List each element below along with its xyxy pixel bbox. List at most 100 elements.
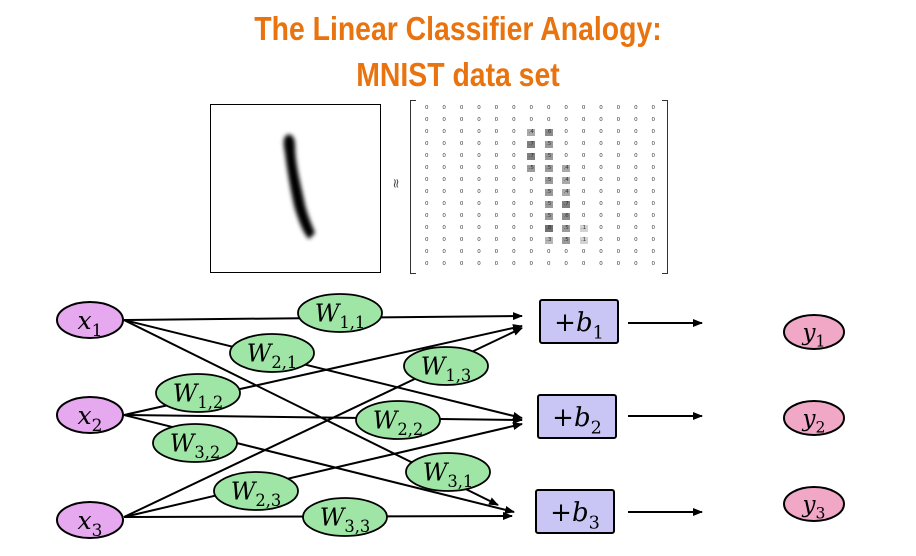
matrix-cell: 0 — [424, 116, 429, 123]
matrix-cell: 0 — [599, 128, 603, 135]
output-label: y1 — [802, 320, 826, 350]
matrix-cell: 0 — [459, 236, 464, 243]
matrix-cell: 0 — [424, 164, 429, 171]
matrix-cell: 0 — [581, 104, 586, 111]
matrix-cell: 0 — [512, 248, 516, 255]
matrix-cell: 0 — [494, 152, 499, 159]
matrix-cell: 0 — [634, 188, 638, 195]
bias-label: +b2 — [552, 403, 602, 438]
matrix-cell: 0 — [424, 224, 429, 231]
matrix-cell: 0 — [459, 116, 464, 123]
matrix-cell: 0 — [424, 140, 429, 147]
matrix-cell: 0 — [512, 200, 516, 207]
matrix-cell: 0 — [599, 104, 603, 111]
matrix-cell: 0 — [616, 140, 621, 147]
matrix-cell: 0 — [599, 164, 603, 171]
matrix-cell: 0 — [442, 164, 446, 171]
matrix-cell: 0 — [424, 260, 429, 267]
matrix-cell: .5 — [562, 236, 571, 244]
weight-node-3-2: W3,2 — [152, 423, 238, 463]
matrix-cell: 0 — [564, 104, 568, 111]
matrix-cell: 0 — [529, 116, 534, 123]
matrix-cell: 0 — [651, 188, 656, 195]
matrix-cell: 0 — [634, 104, 638, 111]
matrix-cell: 0 — [529, 212, 534, 219]
matrix-cell: .5 — [562, 224, 571, 232]
matrix-cell: 0 — [634, 128, 638, 135]
matrix-cell: 0 — [616, 236, 621, 243]
matrix-cell: 0 — [564, 152, 568, 159]
matrix-cell: 0 — [512, 212, 516, 219]
matrix-cell: 0 — [459, 188, 464, 195]
weight-label: W2,3 — [231, 477, 282, 510]
matrix-cell: 0 — [459, 164, 464, 171]
matrix-cell: 0 — [477, 176, 481, 183]
output-node-3: y3 — [783, 486, 845, 522]
matrix-cell: 0 — [651, 116, 656, 123]
matrix-cell: 0 — [651, 236, 656, 243]
input-label: x3 — [78, 506, 103, 541]
matrix-cell: 0 — [529, 248, 534, 255]
matrix-cell: 0 — [634, 116, 638, 123]
matrix-cell: 0 — [634, 212, 638, 219]
weight-node-2-2: W2,2 — [355, 400, 441, 440]
matrix-cell: 0 — [477, 236, 481, 243]
matrix-cell: 0 — [424, 236, 429, 243]
matrix-cell: 0 — [477, 260, 481, 267]
matrix-cell: 0 — [494, 128, 499, 135]
matrix-cell: 0 — [459, 200, 464, 207]
handwritten-one-glyph — [283, 134, 315, 239]
matrix-cell: 0 — [442, 188, 446, 195]
matrix-cell: 0 — [616, 200, 621, 207]
weight-node-2-1: W2,1 — [229, 333, 315, 373]
matrix-cell: 0 — [424, 152, 429, 159]
matrix-cell: 0 — [581, 212, 586, 219]
matrix-cell: 0 — [512, 176, 516, 183]
matrix-cell: 0 — [529, 104, 534, 111]
matrix-cell: 0 — [651, 260, 656, 267]
matrix-cell: 0 — [599, 176, 603, 183]
matrix-cell: 0 — [442, 104, 446, 111]
matrix-cell: 0 — [512, 164, 516, 171]
matrix-cell: 0 — [529, 224, 534, 231]
matrix-cell: 0 — [477, 116, 481, 123]
weight-node-3-3: W3,3 — [302, 497, 388, 537]
matrix-cell: 0 — [529, 176, 534, 183]
matrix-cell: 0 — [459, 152, 464, 159]
matrix-cell: .5 — [544, 176, 553, 184]
matrix-cell: .4 — [527, 128, 536, 136]
matrix-cell: 0 — [616, 116, 621, 123]
matrix-cell: 0 — [634, 236, 638, 243]
bias-box-2: +b2 — [537, 394, 617, 439]
matrix-cell: 0 — [634, 224, 638, 231]
matrix-cell: 0 — [477, 140, 481, 147]
matrix-cell: .5 — [544, 164, 553, 172]
matrix-cell: .7 — [562, 200, 571, 208]
matrix-cell: 0 — [616, 224, 621, 231]
mnist-digit-image — [210, 104, 381, 273]
matrix-cell: 0 — [634, 164, 638, 171]
matrix-cell: 0 — [512, 188, 516, 195]
matrix-cell: 0 — [599, 212, 603, 219]
matrix-cell: 0 — [442, 176, 446, 183]
matrix-cell: 0 — [477, 128, 481, 135]
matrix-cell: 0 — [581, 188, 586, 195]
matrix-cell: 0 — [599, 140, 603, 147]
weight-label: W3,3 — [320, 503, 371, 536]
matrix-cell: 0 — [477, 224, 481, 231]
weight-label: W1,2 — [173, 379, 224, 412]
title-line-2: MNIST data set — [356, 56, 560, 93]
matrix-cell: 0 — [581, 260, 586, 267]
matrix-cell: 0 — [599, 152, 603, 159]
matrix-cell: .4 — [562, 176, 571, 184]
matrix-cell: 0 — [634, 152, 638, 159]
matrix-cell: 0 — [616, 260, 621, 267]
matrix-cell: 0 — [459, 212, 464, 219]
matrix-cell: 0 — [512, 104, 516, 111]
input-node-1: x1 — [56, 301, 124, 341]
matrix-cell: .6 — [544, 128, 553, 136]
matrix-cell: 0 — [529, 200, 534, 207]
matrix-cell: .8 — [544, 224, 553, 232]
matrix-cell: 0 — [459, 104, 464, 111]
